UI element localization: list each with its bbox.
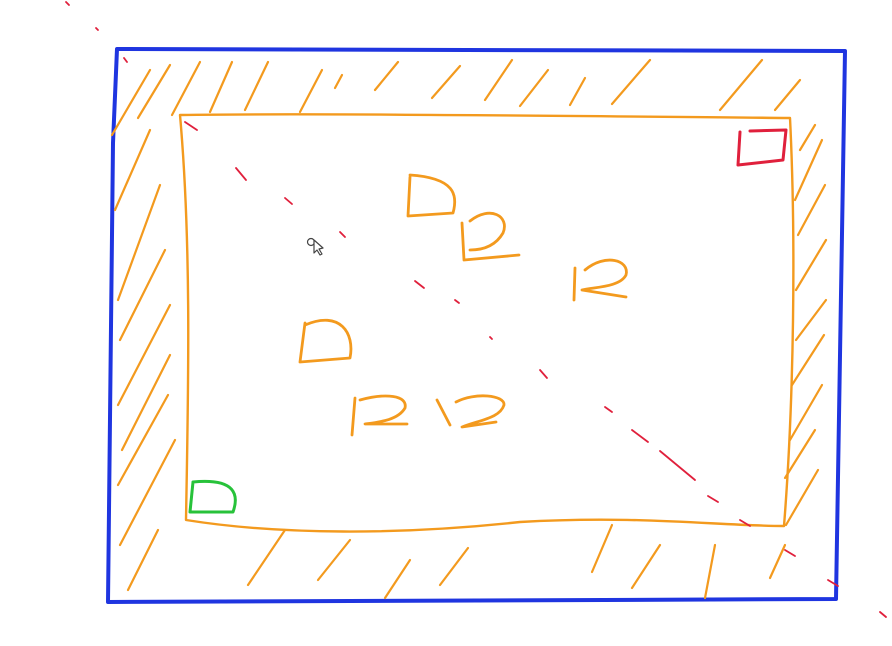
start-cell: [188, 479, 237, 514]
obstacle-6: [435, 394, 506, 429]
cursor-icon: [306, 237, 324, 256]
obstacle-3: [572, 258, 628, 302]
obstacle-5: [350, 394, 409, 437]
walkable-area: [178, 113, 795, 533]
obstacle-4: [298, 318, 353, 364]
obstacles: [298, 173, 628, 437]
goal-cell: [736, 128, 788, 167]
outer-boundary: [106, 47, 847, 604]
diagonal-path: [65, 1, 887, 618]
obstacle-2: [460, 211, 521, 262]
blocked-border-hatching: [110, 58, 828, 600]
obstacle-1: [406, 173, 457, 218]
